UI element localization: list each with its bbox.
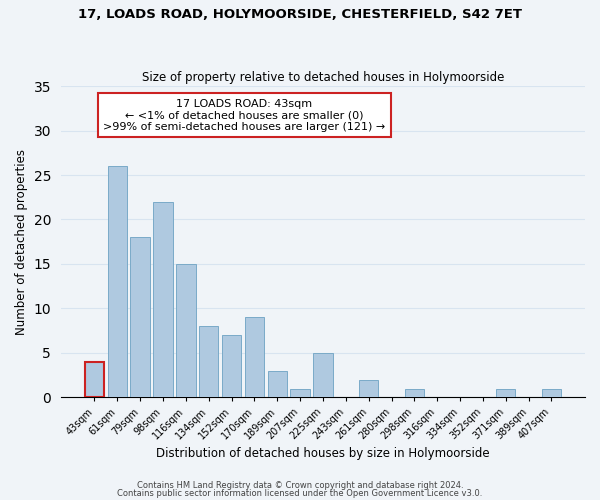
Bar <box>176 264 196 398</box>
Bar <box>130 238 150 398</box>
Bar <box>496 388 515 398</box>
Title: Size of property relative to detached houses in Holymoorside: Size of property relative to detached ho… <box>142 70 504 84</box>
Text: Contains HM Land Registry data © Crown copyright and database right 2024.: Contains HM Land Registry data © Crown c… <box>137 481 463 490</box>
Bar <box>199 326 218 398</box>
X-axis label: Distribution of detached houses by size in Holymoorside: Distribution of detached houses by size … <box>156 447 490 460</box>
Bar <box>153 202 173 398</box>
Bar <box>245 318 264 398</box>
Text: Contains public sector information licensed under the Open Government Licence v3: Contains public sector information licen… <box>118 488 482 498</box>
Y-axis label: Number of detached properties: Number of detached properties <box>15 148 28 334</box>
Bar <box>404 388 424 398</box>
Bar <box>85 362 104 398</box>
Bar <box>313 353 332 398</box>
Text: 17 LOADS ROAD: 43sqm
← <1% of detached houses are smaller (0)
>99% of semi-detac: 17 LOADS ROAD: 43sqm ← <1% of detached h… <box>103 98 385 132</box>
Bar <box>290 388 310 398</box>
Bar <box>542 388 561 398</box>
Bar <box>222 335 241 398</box>
Bar <box>268 370 287 398</box>
Bar <box>359 380 379 398</box>
Text: 17, LOADS ROAD, HOLYMOORSIDE, CHESTERFIELD, S42 7ET: 17, LOADS ROAD, HOLYMOORSIDE, CHESTERFIE… <box>78 8 522 20</box>
Bar <box>107 166 127 398</box>
